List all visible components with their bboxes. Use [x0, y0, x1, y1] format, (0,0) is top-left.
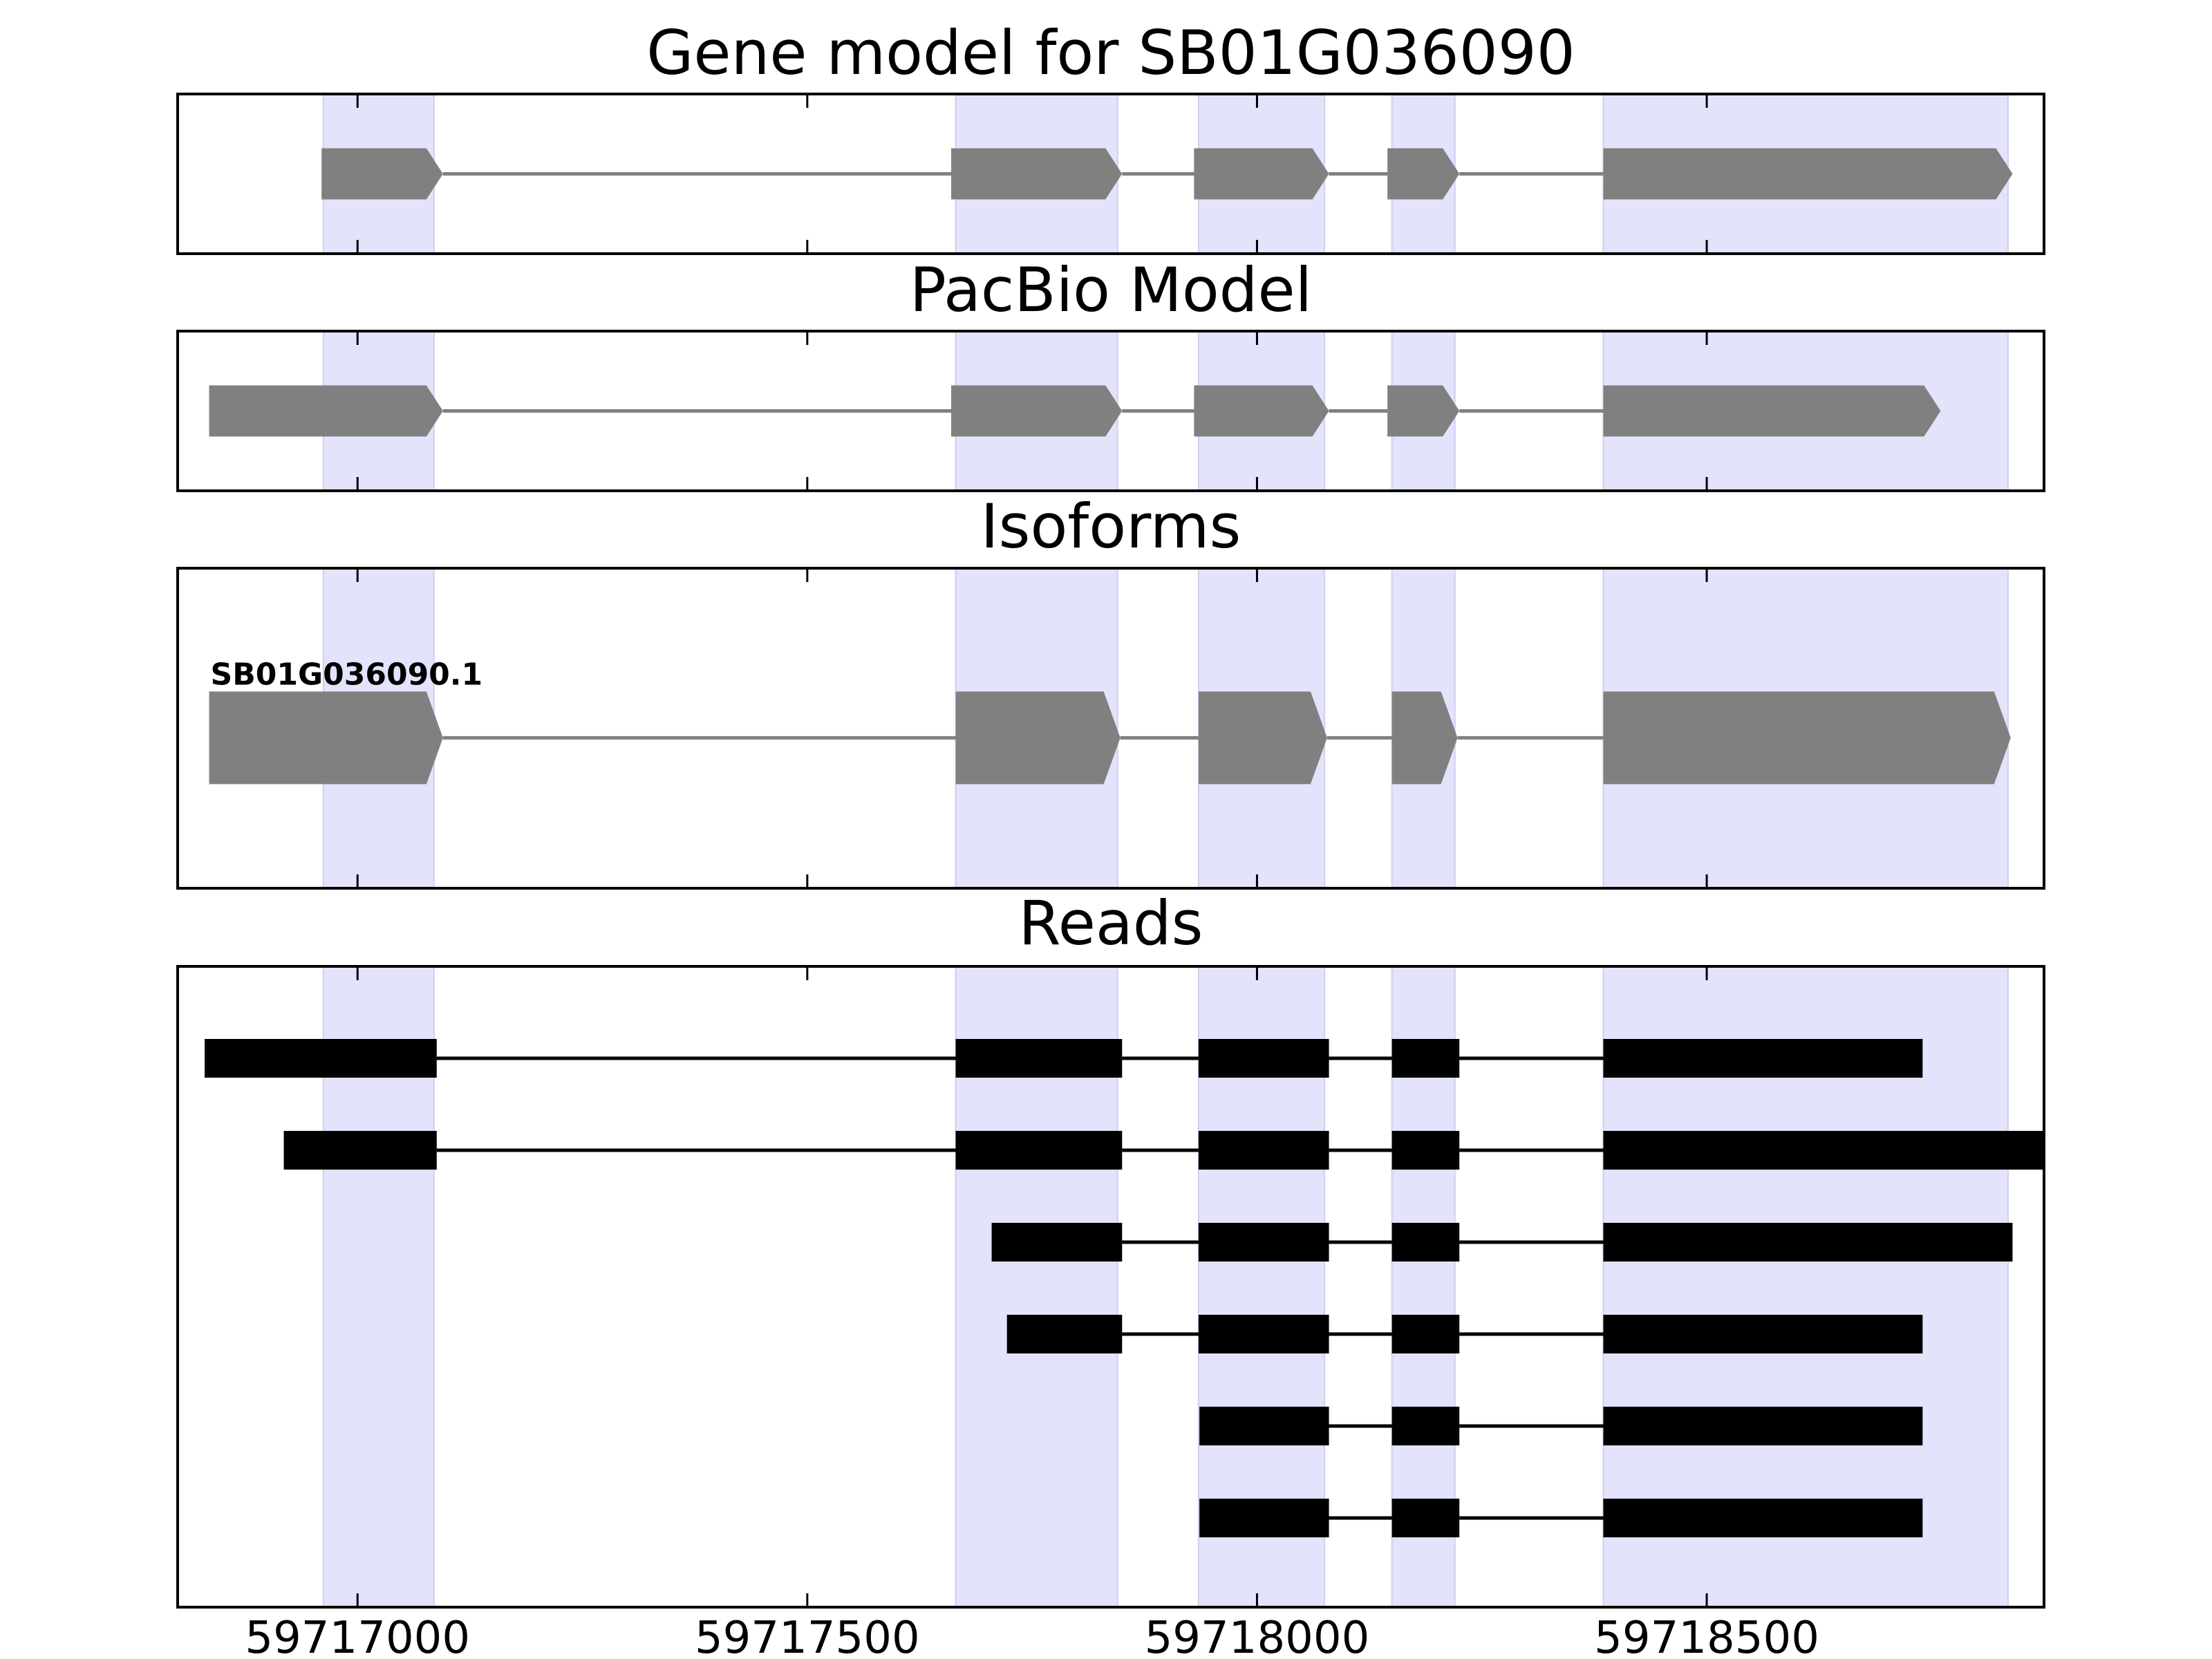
exon-block [1603, 691, 2011, 785]
exon-block [1198, 691, 1327, 785]
plot-layer: SB01G036090.1 59717000 59717500 59718000 597… [176, 93, 2045, 1659]
exon-block [321, 148, 443, 200]
read-exon-block [1603, 1407, 1923, 1445]
read-exon-block [1603, 1131, 2044, 1170]
read-exon-block [1198, 1039, 1329, 1078]
read-exon-block [1198, 1223, 1329, 1262]
read-exon-block [1603, 1499, 1923, 1537]
read-exon-block [205, 1039, 437, 1078]
read-exon-block [1603, 1315, 1923, 1353]
panel-title-reads: Reads [1019, 888, 1203, 959]
panel-frame [176, 93, 2045, 255]
read-exon-block [1391, 1039, 1460, 1078]
x-tick-label: 59717500 [695, 1613, 920, 1659]
panel-frame [176, 965, 2045, 1609]
exon-block [1194, 148, 1329, 200]
read-exon-block [1198, 1315, 1329, 1353]
x-tick-label: 59717000 [245, 1613, 470, 1659]
exon-block [1603, 148, 2013, 200]
exon-block [1603, 385, 1941, 437]
read-exon-block [283, 1131, 437, 1170]
exon-block [209, 385, 443, 437]
panel-title-pacbio-model: PacBio Model [910, 254, 1312, 326]
exon-block [1391, 691, 1458, 785]
read-exon-block [1006, 1315, 1123, 1353]
read-exon-block [1391, 1499, 1460, 1537]
exon-block [209, 691, 443, 785]
read-exon-block [1199, 1499, 1329, 1537]
read-exon-block [955, 1039, 1123, 1078]
x-tick-label: 59718000 [1145, 1613, 1370, 1659]
exon-block [951, 385, 1123, 437]
read-exon-block [1391, 1131, 1460, 1170]
read-exon-block [1391, 1407, 1460, 1445]
read-exon-block [1603, 1223, 2013, 1262]
read-exon-block [991, 1223, 1123, 1262]
exon-block [955, 691, 1121, 785]
read-exon-block [1199, 1407, 1329, 1445]
exon-block [1387, 148, 1460, 200]
panel-title-gene-model: Gene model for SB01G036090 [646, 17, 1575, 88]
read-exon-block [1603, 1039, 1923, 1078]
panel-frame [176, 330, 2045, 492]
x-tick-label: 59718500 [1594, 1613, 1819, 1659]
exon-block [951, 148, 1123, 200]
exon-block [1387, 385, 1460, 437]
isoform-label: SB01G036090.1 [211, 657, 483, 692]
read-exon-block [1391, 1223, 1460, 1262]
read-exon-block [1198, 1131, 1329, 1170]
read-exon-block [955, 1131, 1123, 1170]
panel-title-isoforms: Isoforms [981, 491, 1241, 562]
exon-block [1194, 385, 1329, 437]
read-exon-block [1391, 1315, 1460, 1353]
panel-frame [176, 567, 2045, 890]
